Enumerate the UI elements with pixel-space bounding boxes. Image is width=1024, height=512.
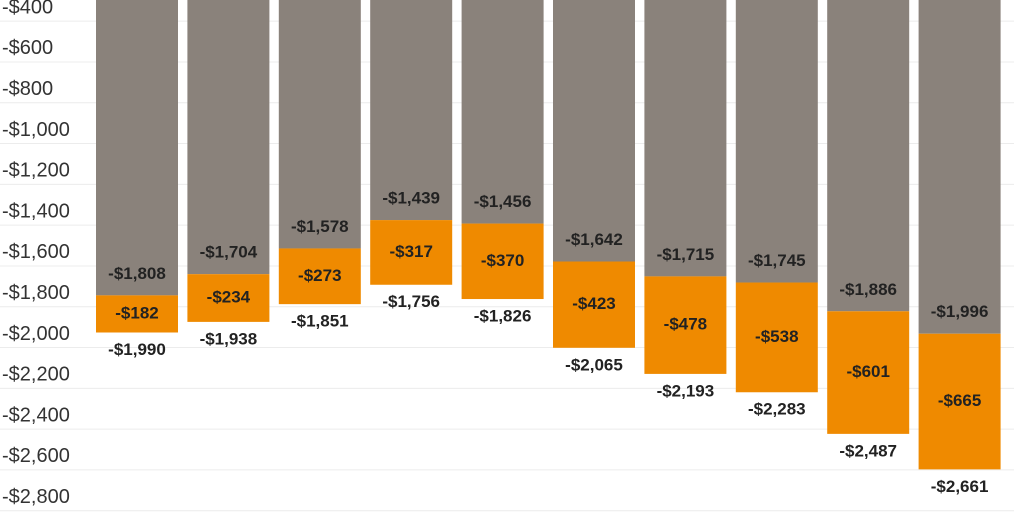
y-tick-label: -$400 bbox=[2, 0, 53, 18]
bar-segment bbox=[553, 261, 635, 348]
bar-segment bbox=[96, 0, 178, 296]
total-label: -$2,487 bbox=[839, 441, 897, 460]
value-label: -$1,715 bbox=[657, 245, 715, 264]
bar-segment bbox=[370, 0, 453, 221]
value-label: -$1,886 bbox=[839, 280, 897, 299]
y-tick-label: -$1,200 bbox=[2, 160, 70, 182]
bar-segment bbox=[370, 220, 453, 285]
value-label: -$273 bbox=[298, 266, 341, 285]
y-tick-label: -$2,600 bbox=[2, 445, 70, 467]
bar-segment bbox=[96, 295, 178, 333]
total-label: -$1,756 bbox=[382, 292, 440, 311]
total-label: -$2,283 bbox=[748, 400, 806, 419]
bar-segment bbox=[553, 0, 635, 262]
bar-segment bbox=[827, 311, 910, 434]
value-label: -$1,704 bbox=[200, 243, 258, 262]
bar-segment bbox=[735, 0, 818, 283]
value-label: -$1,996 bbox=[931, 302, 989, 321]
value-label: -$1,439 bbox=[382, 189, 440, 208]
value-label: -$1,642 bbox=[565, 230, 623, 249]
y-tick-label: -$600 bbox=[2, 37, 53, 59]
value-label: -$234 bbox=[207, 288, 251, 307]
total-label: -$1,938 bbox=[200, 329, 258, 348]
total-label: -$2,193 bbox=[657, 381, 715, 400]
total-label: -$1,851 bbox=[291, 312, 349, 331]
bar-segment bbox=[278, 0, 361, 249]
value-label: -$370 bbox=[481, 251, 524, 270]
value-label: -$1,808 bbox=[108, 264, 166, 283]
value-label: -$538 bbox=[755, 327, 798, 346]
value-label: -$1,745 bbox=[748, 251, 806, 270]
value-label: -$1,456 bbox=[474, 192, 532, 211]
bar-segment bbox=[461, 0, 544, 224]
value-label: -$601 bbox=[846, 362, 889, 381]
total-label: -$2,065 bbox=[565, 355, 623, 374]
bar-segment bbox=[827, 0, 910, 312]
value-label: -$478 bbox=[664, 315, 707, 334]
y-tick-label: -$1,000 bbox=[2, 119, 70, 141]
bar-segment bbox=[187, 0, 270, 275]
y-tick-label: -$2,200 bbox=[2, 364, 70, 386]
bar-segment bbox=[735, 282, 818, 393]
value-label: -$1,578 bbox=[291, 217, 349, 236]
bar-segment bbox=[278, 248, 361, 305]
y-tick-label: -$1,800 bbox=[2, 282, 70, 304]
total-label: -$2,661 bbox=[931, 477, 989, 496]
bar-segment bbox=[918, 333, 1001, 470]
y-tick-label: -$2,400 bbox=[2, 404, 70, 426]
bar-segment bbox=[187, 274, 270, 322]
value-label: -$665 bbox=[938, 391, 981, 410]
y-tick-label: -$2,800 bbox=[2, 486, 70, 508]
bar-segment bbox=[644, 276, 727, 374]
bar-segment bbox=[461, 223, 544, 300]
value-label: -$423 bbox=[572, 294, 615, 313]
y-tick-label: -$800 bbox=[2, 78, 53, 100]
y-tick-label: -$1,400 bbox=[2, 200, 70, 222]
total-label: -$1,826 bbox=[474, 307, 532, 326]
y-tick-label: -$1,600 bbox=[2, 241, 70, 263]
value-label: -$182 bbox=[115, 303, 158, 322]
total-label: -$1,990 bbox=[108, 340, 166, 359]
y-tick-label: -$2,000 bbox=[2, 323, 70, 345]
value-label: -$317 bbox=[389, 242, 432, 261]
bar-segment bbox=[918, 0, 1001, 334]
bar-segment bbox=[644, 0, 727, 277]
